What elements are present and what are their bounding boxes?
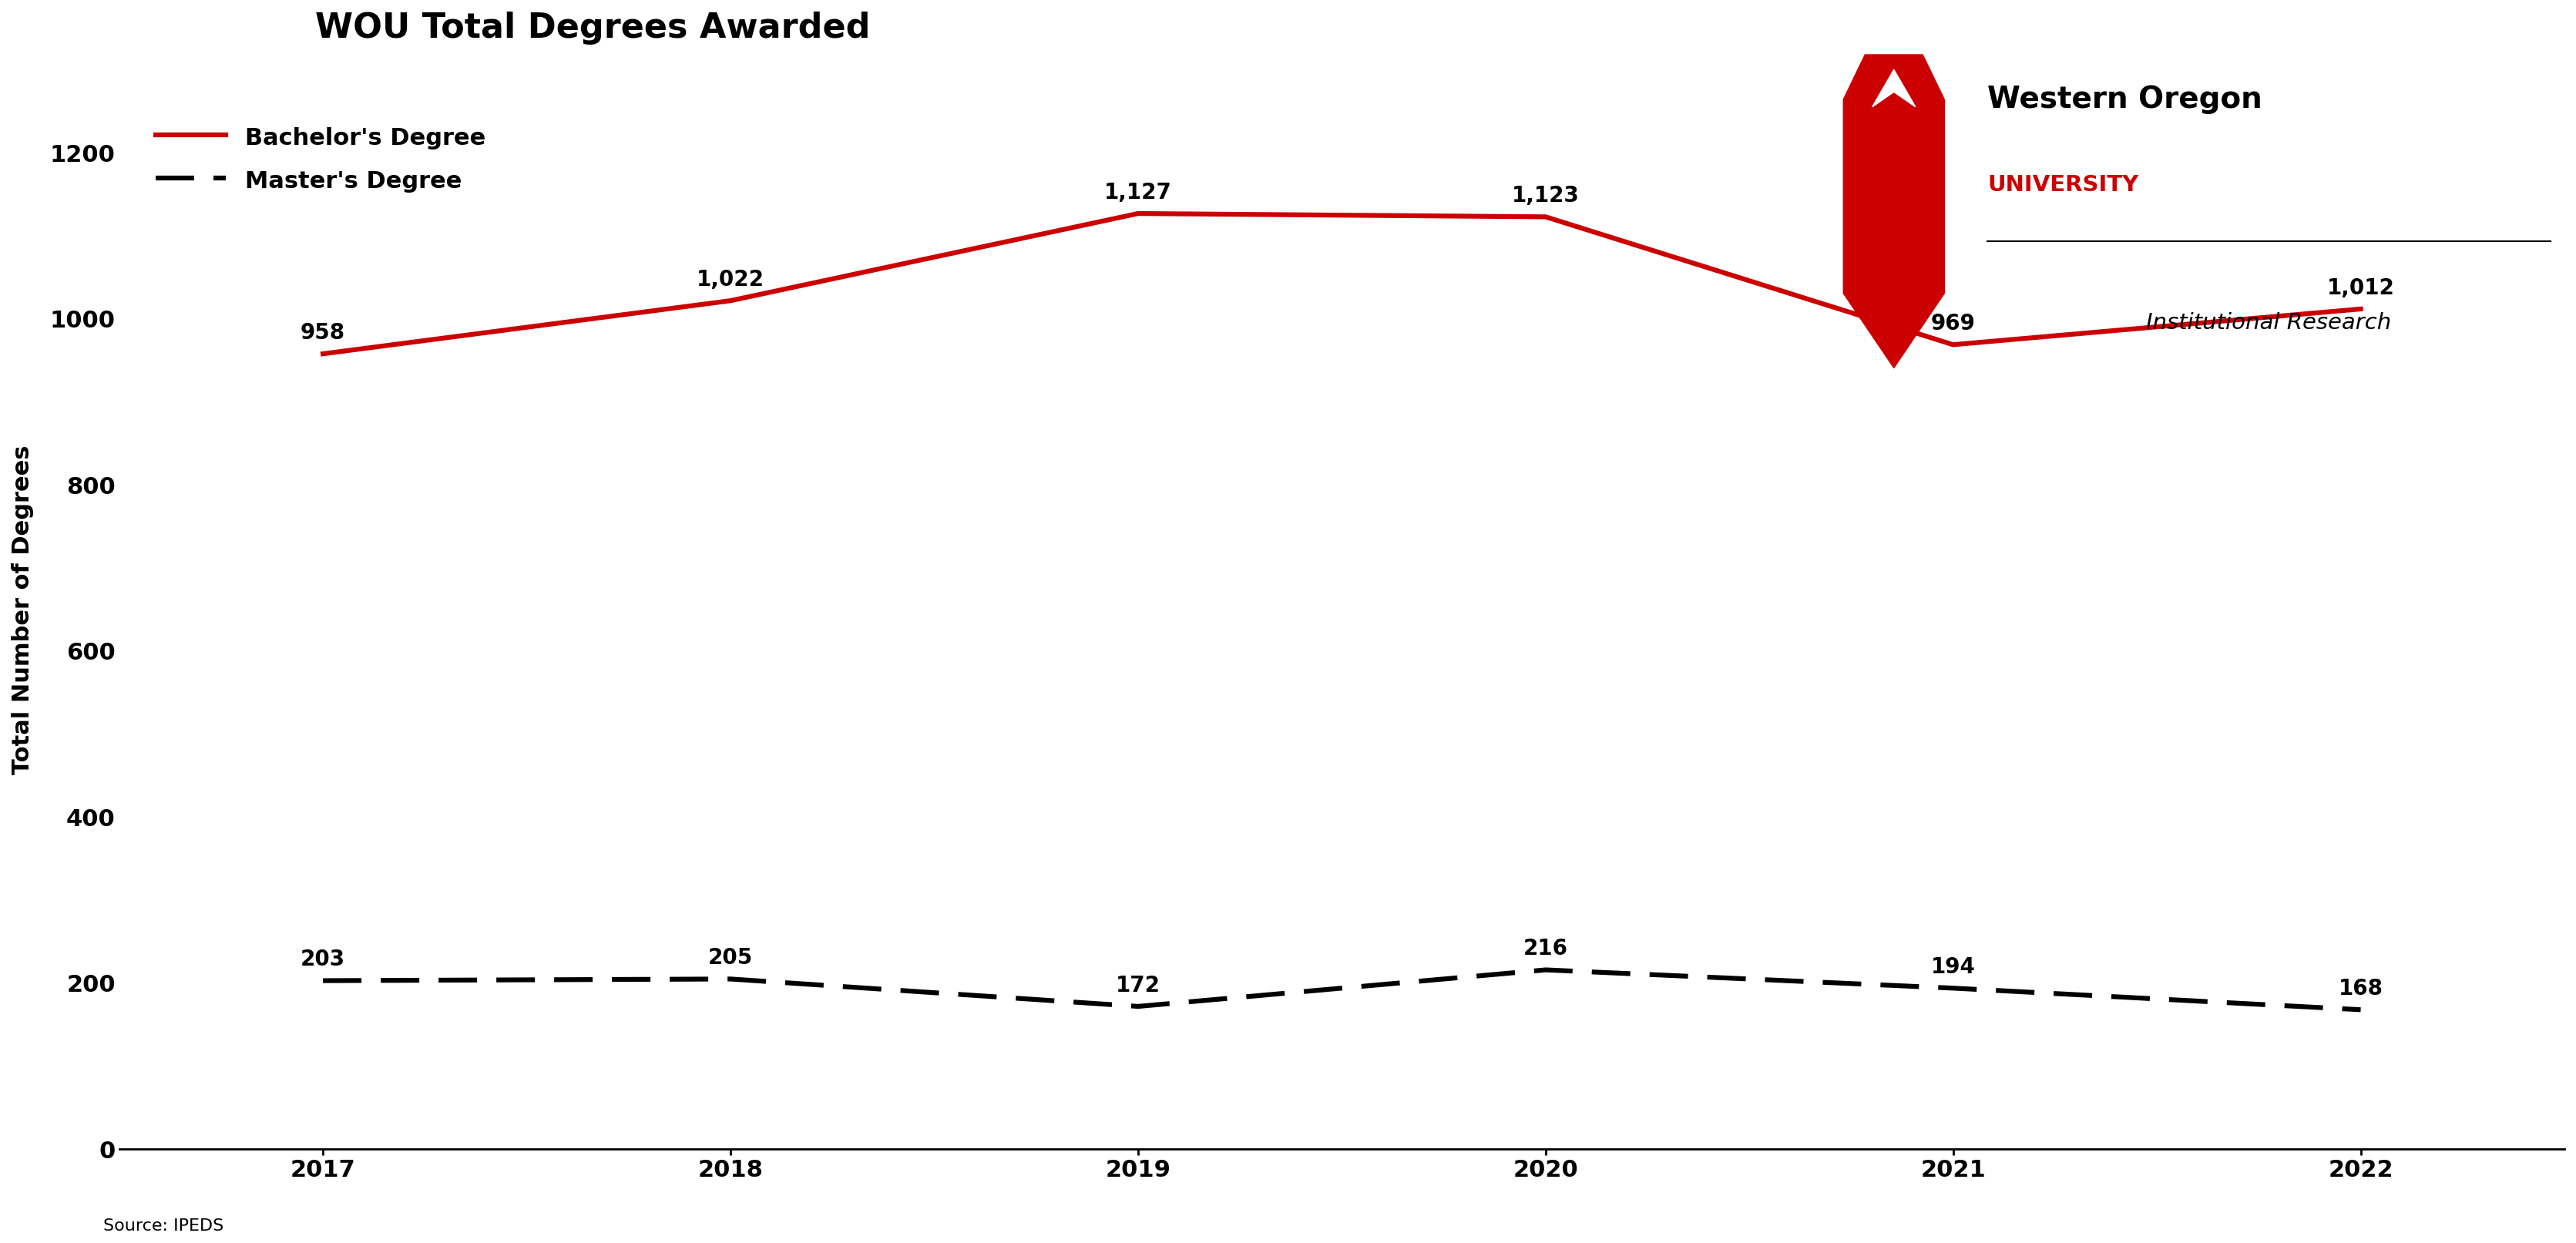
Text: 172: 172 (1115, 975, 1159, 996)
Text: 958: 958 (301, 322, 345, 343)
Text: Source: IPEDS: Source: IPEDS (103, 1218, 224, 1233)
Text: WOU Total Degrees Awarded: WOU Total Degrees Awarded (314, 11, 871, 45)
Text: 168: 168 (2339, 978, 2383, 999)
Text: 1,127: 1,127 (1105, 181, 1172, 203)
Text: Institutional Research: Institutional Research (2146, 312, 2391, 334)
Text: 203: 203 (301, 948, 345, 971)
Polygon shape (1873, 70, 1917, 107)
Y-axis label: Total Number of Degrees: Total Number of Degrees (10, 445, 33, 774)
Text: 194: 194 (1932, 956, 1976, 978)
Text: 205: 205 (708, 947, 752, 968)
Polygon shape (1844, 55, 1945, 368)
Text: 1,012: 1,012 (2326, 277, 2396, 298)
Text: 969: 969 (1932, 313, 1976, 334)
Text: Western Oregon: Western Oregon (1989, 85, 2262, 114)
Text: UNIVERSITY: UNIVERSITY (1989, 174, 2138, 196)
Text: 216: 216 (1522, 938, 1569, 960)
Legend: Bachelor's Degree, Master's Degree: Bachelor's Degree, Master's Degree (155, 124, 484, 193)
Text: 1,123: 1,123 (1512, 185, 1579, 206)
Text: 1,022: 1,022 (696, 268, 765, 291)
